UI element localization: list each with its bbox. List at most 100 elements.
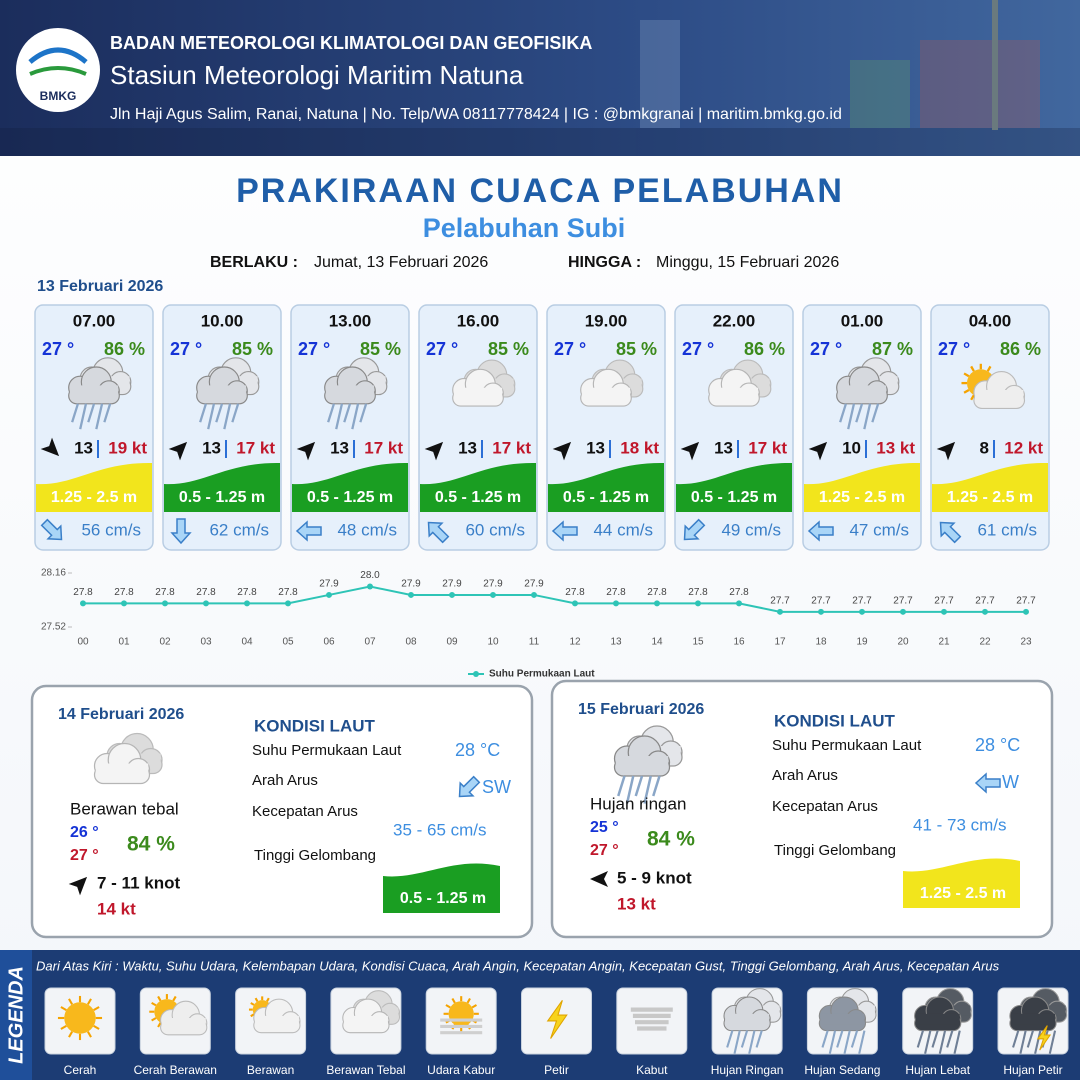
x-tick-label: 21 <box>938 637 950 648</box>
wind-speed: 13 <box>74 438 93 457</box>
legend-item: Cerah Berawan <box>134 1063 217 1077</box>
sst-point <box>121 600 127 607</box>
wave-shape <box>676 462 792 512</box>
cloud-fill <box>254 1015 299 1027</box>
data-label: 27.8 <box>114 587 134 598</box>
wave-shape <box>383 863 500 913</box>
data-label: 28.0 <box>360 570 380 581</box>
sun-ray <box>86 998 92 1005</box>
sst-point <box>244 600 250 607</box>
wind-arrow <box>680 441 700 461</box>
x-tick-label: 23 <box>1020 637 1032 648</box>
rain-drop <box>1012 1030 1020 1048</box>
data-label: 27.8 <box>729 587 749 598</box>
panel-date: 14 Februari 2026 <box>58 706 184 723</box>
sea-title: KONDISI LAUT <box>774 711 896 730</box>
condition: Hujan ringan <box>590 794 686 813</box>
weather-icon <box>452 359 516 407</box>
cloud <box>324 366 376 405</box>
header-decoration <box>0 0 1080 156</box>
data-label: 27.8 <box>278 587 298 598</box>
sst-point <box>531 591 537 598</box>
wind-arrow <box>424 441 444 461</box>
current-arrow <box>295 520 322 542</box>
data-label: 27.8 <box>647 587 667 598</box>
gust: 14 kt <box>97 899 136 918</box>
rain-drop <box>95 403 104 430</box>
day-panel: 14 Februari 2026 Berawan tebal 26 ° 27 ° 84 … <box>30 684 534 939</box>
legend-strip <box>0 950 32 1080</box>
cloud-fill <box>343 1015 388 1027</box>
weather-icon <box>546 1000 568 1039</box>
data-label: 27.7 <box>934 595 954 606</box>
cloud-fill <box>1010 1013 1056 1025</box>
air-temp: 27 ° <box>554 339 586 359</box>
cloud <box>1009 996 1057 1032</box>
sst-point <box>982 608 988 615</box>
logo-arc <box>29 66 87 76</box>
weather-icon <box>1009 988 1068 1054</box>
day1-date: 13 Februari 2026 <box>37 278 163 295</box>
temp-max: 27 ° <box>590 842 619 859</box>
legend-item: Berawan Tebal <box>326 1063 405 1077</box>
valid-to: Minggu, 15 Februari 2026 <box>656 254 839 271</box>
rain-drop <box>335 403 344 430</box>
wind-arrow <box>936 441 956 461</box>
air-temp: 27 ° <box>810 339 842 359</box>
sun-ray <box>471 1004 478 1009</box>
cloud-fill <box>581 387 631 400</box>
legend-item: Hujan Sedang <box>804 1063 880 1077</box>
current-arrow <box>170 518 192 545</box>
cloud <box>452 368 504 407</box>
cloud-fill <box>453 387 503 400</box>
cloud <box>196 366 248 405</box>
wave-height: 0.5 - 1.25 m <box>307 489 393 506</box>
org-name: BADAN METEOROLOGI KLIMATOLOGI DAN GEOFIS… <box>110 33 592 53</box>
card-time: 16.00 <box>457 311 500 330</box>
sea-title: KONDISI LAUT <box>254 716 376 735</box>
wave-height: 1.25 - 2.5 m <box>819 489 905 506</box>
cloud <box>723 996 771 1032</box>
current-arrow <box>458 775 481 798</box>
bolt <box>546 1000 568 1039</box>
rain-drop <box>223 403 232 430</box>
wave-height: 1.25 - 2.5 m <box>947 489 1033 506</box>
sun-disc <box>448 1001 474 1027</box>
wave-height: 0.5 - 1.25 m <box>563 489 649 506</box>
rain-drop <box>652 775 661 797</box>
sst-point <box>818 608 824 615</box>
rain-drop <box>726 1030 734 1048</box>
rain-drop <box>740 1030 749 1048</box>
rain-drop <box>953 1030 961 1054</box>
sun-ray <box>93 1006 100 1012</box>
sst-point <box>162 600 168 607</box>
sst-point <box>572 600 578 607</box>
sun-ray <box>157 1022 162 1028</box>
sun-ray <box>151 1001 157 1007</box>
rain-drop <box>87 403 96 423</box>
rain-drop <box>839 403 847 423</box>
air-temp: 27 ° <box>682 339 714 359</box>
sst-point <box>367 583 373 590</box>
humidity: 85 % <box>360 339 401 359</box>
sst-point <box>654 600 660 607</box>
sst-point <box>736 600 742 607</box>
x-tick-label: 14 <box>651 637 663 648</box>
wind-speed: 13 <box>202 438 221 457</box>
cloud <box>914 996 962 1032</box>
x-tick-label: 18 <box>815 637 827 648</box>
temp-max: 27 ° <box>70 847 99 864</box>
rain-drop <box>1026 1030 1035 1048</box>
cloud-fill <box>915 1013 960 1025</box>
weather-icon <box>961 363 1026 409</box>
wave-height: 1.25 - 2.5 m <box>51 489 137 506</box>
rain-drop <box>625 775 635 804</box>
cloud-fill <box>725 1013 770 1025</box>
wave-height: 0.5 - 1.25 m <box>400 890 486 907</box>
rain-drop <box>103 403 112 423</box>
x-tick-label: 05 <box>282 637 294 648</box>
card-time: 22.00 <box>713 311 756 330</box>
valid-from-label: BERLAKU : <box>210 254 298 271</box>
x-tick-label: 19 <box>856 637 868 648</box>
